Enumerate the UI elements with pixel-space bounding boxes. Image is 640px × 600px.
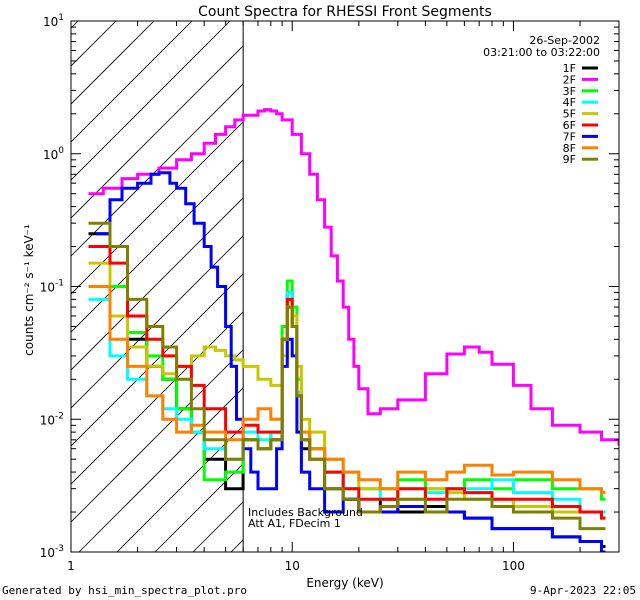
y-tick-label: 101 [43,13,64,29]
hatch-line [307,0,640,552]
legend-label-2F: 2F [563,73,576,86]
hatch-line [78,387,244,552]
chart-title: Count Spectra for RHESSI Front Segments [198,4,492,20]
series-line-7F [96,171,606,552]
legend-label-5F: 5F [563,108,576,121]
series-line-8F [88,285,606,495]
hatch-line [71,273,244,447]
hatch-line [421,0,640,552]
y-tick-label: 10-3 [40,544,64,560]
legend-label-3F: 3F [563,85,576,98]
footer-generated-by: Generated by hsi_min_spectra_plot.pro [2,584,248,597]
hatch-line [116,425,244,552]
x-axis-label: Energy (keV) [306,576,383,590]
legend-label-8F: 8F [563,142,576,155]
hatch-line [71,21,79,29]
series-line-3F [88,245,606,501]
legend-label-6F: 6F [563,119,576,132]
x-tick-label: 10 [285,559,300,573]
hatch-line [71,349,244,523]
y-tick-label: 10-1 [40,279,64,295]
hatch-line [230,539,244,552]
series-line-9F [88,221,606,531]
annotation-attenuator: Att A1, FDecim 1 [248,517,341,530]
hatch-line [573,0,640,552]
hatch-line [71,45,244,219]
footer-timestamp: 9-Apr-2023 22:05 [530,584,636,597]
y-tick-label: 10-2 [40,411,64,427]
x-axis: 1 10 100 [67,21,620,573]
hatch-line [71,121,244,295]
hatch-line [383,0,640,552]
series-layer [88,108,619,552]
legend-label-9F: 9F [563,153,576,166]
y-axis-label: counts cm⁻² s⁻¹ keV⁻¹ [22,224,36,356]
hatch-line [71,311,244,485]
hatch-line [71,235,244,409]
hatch-line [71,83,244,257]
time-range-label: 03:21:00 to 03:22:00 [483,46,600,59]
hatch-line [71,21,155,105]
x-tick-label: 1 [67,559,75,573]
annotation-background: Includes Background [248,506,363,519]
hatch-line [71,159,244,333]
x-tick-label: 100 [502,559,525,573]
legend-label-7F: 7F [563,130,576,143]
hatch-line [535,0,640,552]
legend-label-4F: 4F [563,96,576,109]
hatch-line [71,197,244,371]
series-line-2F [88,108,619,446]
date-label: 26-Sep-2002 [529,34,600,47]
hatch-line [611,0,640,552]
hatch-line [71,21,193,143]
hatched-region [71,0,640,552]
legend-label-1F: 1F [563,62,576,75]
y-tick-label: 100 [43,146,64,162]
hatch-line [459,0,640,552]
series-line-6F [88,245,606,520]
hatch-line [71,21,231,181]
y-axis: 10-3 10-2 10-1 100 101 [40,13,619,560]
